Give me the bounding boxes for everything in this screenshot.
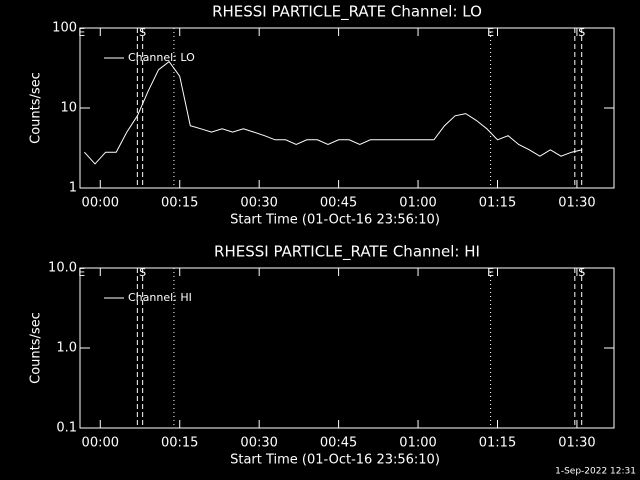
x-tick-label: 01:15 bbox=[479, 196, 516, 211]
legend-label: Channel: HI bbox=[128, 291, 192, 304]
x-tick-label: 00:30 bbox=[240, 196, 277, 211]
marker-label: S bbox=[578, 266, 585, 279]
marker-label: E bbox=[78, 26, 85, 39]
x-tick-label: 01:30 bbox=[558, 436, 595, 451]
chart-title: RHESSI PARTICLE_RATE Channel: LO bbox=[212, 3, 482, 22]
x-tick-label: 00:15 bbox=[161, 436, 198, 451]
marker-label: S bbox=[139, 26, 146, 39]
y-axis-label: Counts/sec bbox=[29, 72, 44, 144]
marker-label: E bbox=[78, 266, 85, 279]
y-tick-label: 0.1 bbox=[56, 421, 77, 436]
x-tick-label: 00:30 bbox=[240, 436, 277, 451]
data-line bbox=[84, 60, 583, 165]
footer: 1-Sep-2022 12:31 bbox=[555, 467, 636, 477]
marker-label: E bbox=[487, 26, 494, 39]
x-tick-label: 01:00 bbox=[399, 436, 436, 451]
legend-label: Channel: LO bbox=[128, 51, 195, 64]
marker-label: S bbox=[139, 266, 146, 279]
y-axis-label: Counts/sec bbox=[29, 312, 44, 384]
marker-label: S bbox=[578, 26, 585, 39]
y-tick-label: 1 bbox=[69, 181, 77, 196]
x-tick-label: 00:45 bbox=[320, 436, 357, 451]
x-tick-label: 01:15 bbox=[479, 436, 516, 451]
x-tick-label: 01:30 bbox=[558, 196, 595, 211]
x-axis-label: Start Time (01-Oct-16 23:56:10) bbox=[230, 453, 440, 468]
x-tick-label: 00:00 bbox=[82, 436, 119, 451]
y-tick-label: 10.0 bbox=[48, 261, 77, 276]
marker-label: E bbox=[487, 266, 494, 279]
x-tick-label: 00:15 bbox=[161, 196, 198, 211]
y-tick-label: 10 bbox=[60, 101, 77, 116]
y-tick-label: 1.0 bbox=[56, 341, 77, 356]
x-tick-label: 00:45 bbox=[320, 196, 357, 211]
x-axis-label: Start Time (01-Oct-16 23:56:10) bbox=[230, 213, 440, 228]
chart-title: RHESSI PARTICLE_RATE Channel: HI bbox=[214, 243, 480, 262]
y-tick-label: 100 bbox=[52, 21, 77, 36]
x-tick-label: 01:00 bbox=[399, 196, 436, 211]
x-tick-label: 00:00 bbox=[82, 196, 119, 211]
